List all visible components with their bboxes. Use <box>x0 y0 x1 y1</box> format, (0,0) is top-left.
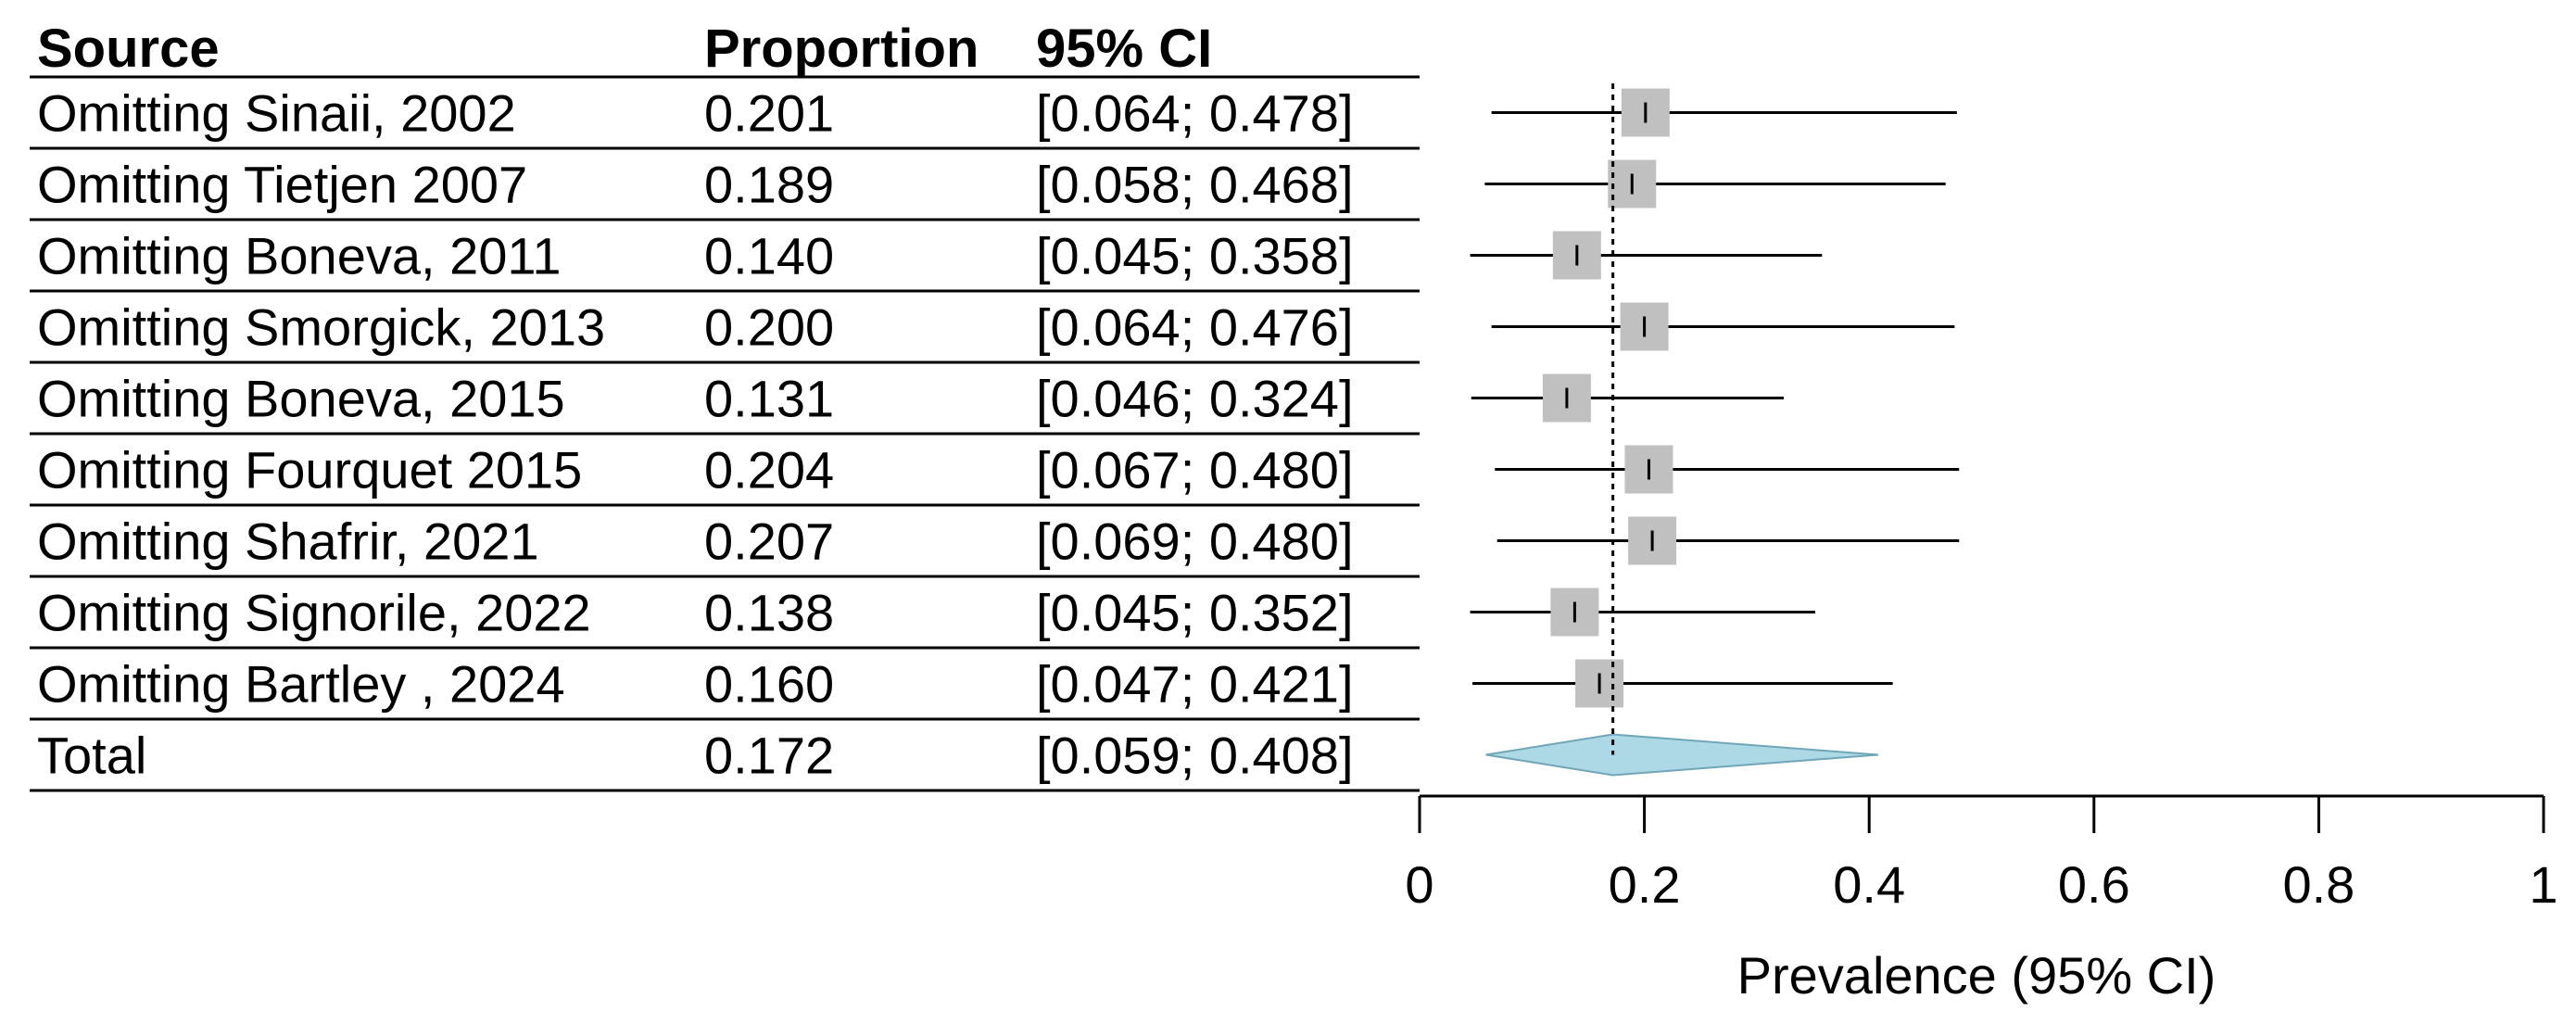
row-proportion: 0.201 <box>704 84 834 143</box>
x-tick-label: 0.6 <box>2058 855 2130 914</box>
x-axis-title: Prevalence (95% CI) <box>1737 946 2216 1005</box>
table-row: Omitting Bartley , 2024 0.160 [0.047; 0.42… <box>30 655 1420 721</box>
table-row: Omitting Fourquet 2015 0.204 [0.067; 0.480… <box>30 441 1420 507</box>
row-proportion: 0.207 <box>704 512 834 571</box>
table-row: Omitting Smorgick, 2013 0.200 [0.064; 0.47… <box>30 298 1420 364</box>
x-axis: 0 0.2 0.4 0.6 0.8 1 <box>1405 794 2558 914</box>
row-source: Omitting Boneva, 2011 <box>37 227 562 285</box>
row-ci: [0.045; 0.352] <box>1036 584 1354 642</box>
study-marker <box>1496 516 1960 565</box>
row-proportion: 0.189 <box>704 156 834 214</box>
row-ci: [0.045; 0.358] <box>1036 227 1354 285</box>
header-proportion: Proportion <box>704 19 979 79</box>
row-proportion: 0.160 <box>704 655 834 714</box>
table-row: Omitting Tietjen 2007 0.189 [0.058; 0.468] <box>30 156 1420 221</box>
row-source: Omitting Sinaii, 2002 <box>37 84 516 143</box>
study-marker <box>1472 659 1893 708</box>
study-marker <box>1495 445 1960 494</box>
table-row: Omitting Shafrir, 2021 0.207 [0.069; 0.480… <box>30 512 1420 578</box>
study-marker <box>1470 231 1823 280</box>
x-tick-label: 0.2 <box>1609 855 1681 914</box>
row-ci: [0.064; 0.478] <box>1036 84 1354 143</box>
row-source: Omitting Fourquet 2015 <box>37 441 582 499</box>
row-proportion: 0.204 <box>704 441 834 499</box>
row-proportion: 0.200 <box>704 298 834 357</box>
study-marker <box>1484 159 1946 209</box>
row-proportion: 0.138 <box>704 584 834 642</box>
study-marker <box>1470 588 1815 637</box>
total-row: Total 0.172 [0.059; 0.408] <box>30 727 1420 792</box>
row-source: Omitting Tietjen 2007 <box>37 156 527 214</box>
row-ci: [0.047; 0.421] <box>1036 655 1354 714</box>
table-row: Omitting Boneva, 2015 0.131 [0.046; 0.324] <box>30 370 1420 436</box>
row-source: Omitting Boneva, 2015 <box>37 370 565 428</box>
header-source: Source <box>37 19 220 79</box>
row-proportion: 0.140 <box>704 227 834 285</box>
row-ci: [0.067; 0.480] <box>1036 441 1354 499</box>
rows-layer: Omitting Sinaii, 2002 0.201 [0.064; 0.478]… <box>30 84 1420 792</box>
row-source: Omitting Smorgick, 2013 <box>37 298 605 357</box>
table-row: Omitting Boneva, 2011 0.140 [0.045; 0.358] <box>30 227 1420 293</box>
row-ci: [0.064; 0.476] <box>1036 298 1354 357</box>
x-tick-label: 1 <box>2529 855 2557 914</box>
row-proportion: 0.131 <box>704 370 834 428</box>
row-source: Omitting Shafrir, 2021 <box>37 512 539 571</box>
study-marker <box>1491 88 1957 137</box>
header-ci: 95% CI <box>1036 19 1212 79</box>
study-marker <box>1471 373 1785 423</box>
row-source: Omitting Signorile, 2022 <box>37 584 591 642</box>
row-ci: [0.059; 0.408] <box>1036 727 1354 785</box>
x-tick-label: 0 <box>1405 855 1433 914</box>
row-ci: [0.046; 0.324] <box>1036 370 1354 428</box>
table-row: Omitting Sinaii, 2002 0.201 [0.064; 0.478] <box>30 84 1420 150</box>
row-ci: [0.069; 0.480] <box>1036 512 1354 571</box>
x-tick-label: 0.8 <box>2282 855 2355 914</box>
row-source: Total <box>37 727 146 785</box>
study-marker <box>1491 302 1955 351</box>
summary-diamond <box>1485 733 1878 777</box>
row-source: Omitting Bartley , 2024 <box>37 655 565 714</box>
x-tick-label: 0.4 <box>1833 855 1905 914</box>
plot-layer <box>1470 83 1960 777</box>
table-row: Omitting Signorile, 2022 0.138 [0.045; 0.3… <box>30 584 1420 650</box>
row-ci: [0.058; 0.468] <box>1036 156 1354 214</box>
row-proportion: 0.172 <box>704 727 834 785</box>
